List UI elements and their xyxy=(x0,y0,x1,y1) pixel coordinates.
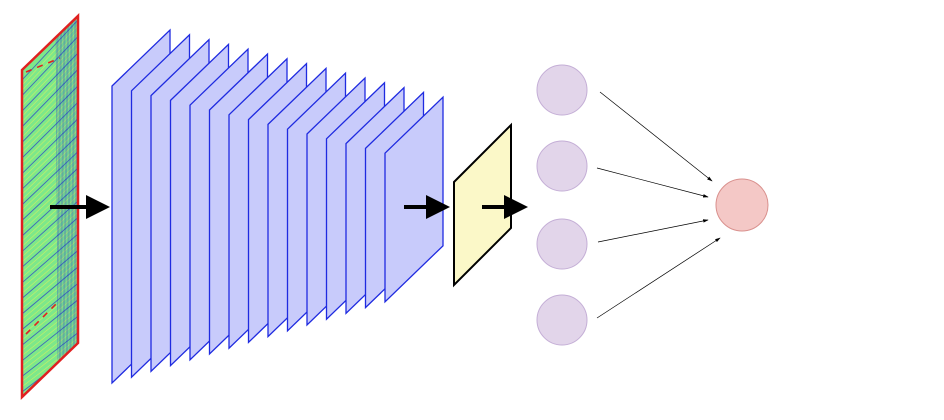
connection-arrow xyxy=(596,237,721,319)
input-streak-vertical xyxy=(57,19,60,361)
input-streak xyxy=(22,315,78,362)
input-streak-vertical xyxy=(55,19,59,361)
input-streak xyxy=(22,96,78,154)
input-streak xyxy=(22,107,78,164)
input-streak-vertical xyxy=(66,19,70,361)
input-streak-vertical xyxy=(71,19,74,361)
output-connections xyxy=(596,91,721,319)
connection-arrow xyxy=(599,91,713,182)
input-streak xyxy=(22,332,78,377)
input-streak xyxy=(22,200,78,252)
feature-map-stack xyxy=(111,28,444,385)
input-streak xyxy=(22,387,78,397)
input-streak xyxy=(22,134,78,190)
input-streak-vertical xyxy=(59,19,63,361)
input-streak xyxy=(22,140,78,195)
input-streak xyxy=(22,206,78,258)
input-streak xyxy=(22,173,78,226)
input-streak xyxy=(22,145,78,200)
input-panel xyxy=(20,13,80,420)
output-node xyxy=(715,178,769,232)
input-streak xyxy=(22,101,78,159)
hidden-node xyxy=(536,218,588,270)
input-streak xyxy=(22,74,78,133)
input-streak xyxy=(22,392,78,397)
input-streak xyxy=(22,184,78,237)
input-streak xyxy=(22,113,78,169)
input-streak-vertical xyxy=(72,19,76,361)
input-streak xyxy=(22,80,78,138)
input-streak xyxy=(22,85,78,143)
feature-map xyxy=(384,95,444,304)
input-streak xyxy=(22,91,78,148)
hidden-node xyxy=(536,64,588,116)
connection-arrow xyxy=(596,167,709,198)
hidden-layer xyxy=(536,64,588,346)
input-streak-vertical xyxy=(73,19,77,361)
input-streak xyxy=(22,189,78,242)
input-streak xyxy=(22,156,78,211)
input-streak xyxy=(22,399,78,420)
input-streak-vertical xyxy=(69,19,73,361)
input-streak xyxy=(22,167,78,221)
input-streak-vertical xyxy=(62,19,66,361)
hidden-node xyxy=(536,294,588,346)
input-streak xyxy=(22,326,78,372)
input-streak xyxy=(22,162,78,216)
input-streak-vertical xyxy=(65,19,69,361)
input-streak xyxy=(22,118,78,174)
input-dashed-mark xyxy=(25,301,59,335)
input-texture-streaks xyxy=(22,19,78,420)
input-streak xyxy=(22,129,78,185)
input-streak xyxy=(22,151,78,206)
input-streak xyxy=(22,123,78,180)
input-streak xyxy=(22,337,78,382)
hidden-node xyxy=(536,140,588,192)
input-streak xyxy=(22,195,78,247)
input-streak-vertical xyxy=(68,19,71,361)
input-streak xyxy=(22,321,78,367)
input-streak-vertical xyxy=(61,19,64,361)
connection-arrow xyxy=(597,219,709,243)
input-streak-vertical xyxy=(58,19,62,361)
input-panel-border xyxy=(20,13,80,400)
input-streak xyxy=(22,178,78,232)
input-streak-vertical xyxy=(64,19,67,361)
